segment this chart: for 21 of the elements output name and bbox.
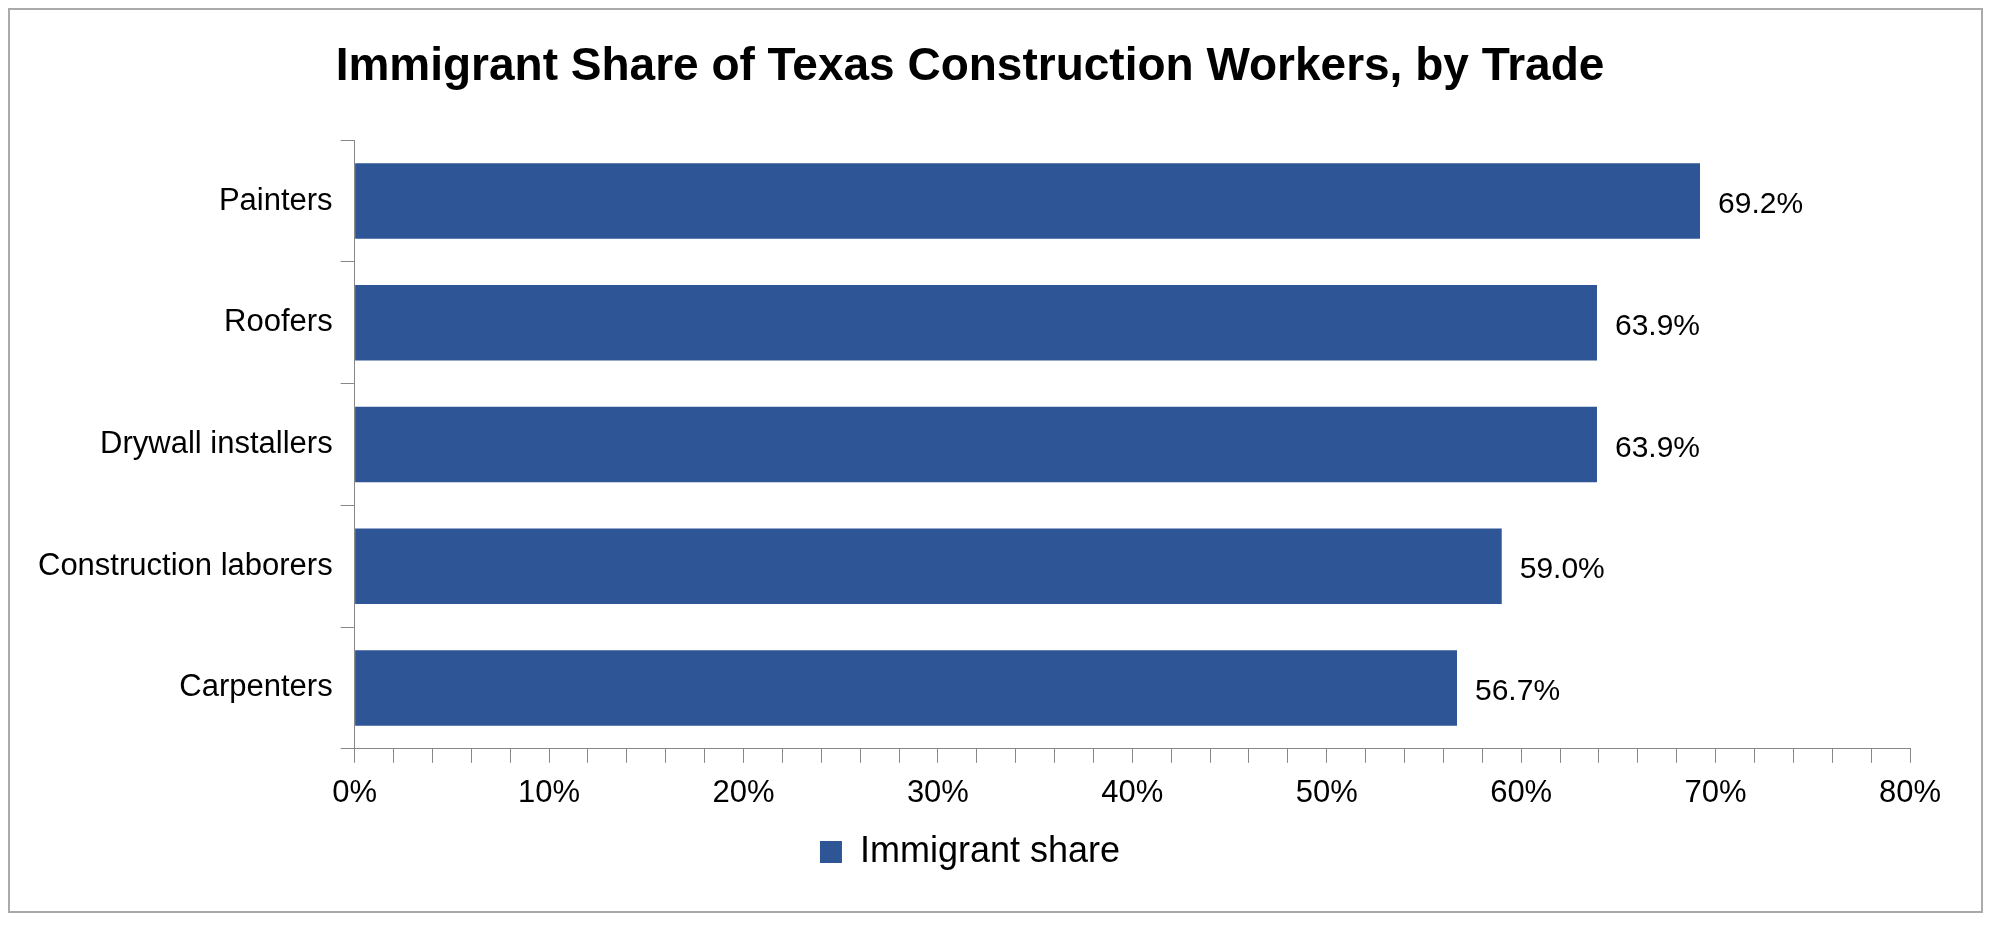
y-tick-label: Drywall installers bbox=[100, 425, 333, 461]
y-tick-label: Roofers bbox=[224, 303, 333, 339]
chart-title: Immigrant Share of Texas Construction Workers, by Trade bbox=[335, 38, 1605, 91]
data-label: 63.9% bbox=[1614, 429, 1701, 463]
y-tick-label: Construction laborers bbox=[38, 546, 333, 582]
x-tick-label: 50% bbox=[1295, 773, 1358, 809]
data-label: 63.9% bbox=[1614, 308, 1701, 342]
x-tick-label: 40% bbox=[1101, 773, 1164, 809]
x-tick-label: 20% bbox=[712, 773, 775, 809]
data-label: 59.0% bbox=[1519, 551, 1605, 585]
x-tick-label: 70% bbox=[1684, 773, 1747, 809]
x-tick-label: 0% bbox=[332, 773, 378, 809]
y-tick-label: Carpenters bbox=[179, 668, 333, 704]
x-tick-label: 60% bbox=[1490, 773, 1553, 809]
data-label: 56.7% bbox=[1475, 673, 1561, 707]
y-tick-label: Painters bbox=[218, 181, 333, 217]
data-label: 69.2% bbox=[1718, 186, 1804, 220]
x-tick-label: 30% bbox=[906, 773, 969, 809]
x-tick-label: 10% bbox=[518, 773, 581, 809]
x-tick-label: 80% bbox=[1878, 773, 1942, 809]
legend-label: Immigrant share bbox=[859, 828, 1121, 870]
